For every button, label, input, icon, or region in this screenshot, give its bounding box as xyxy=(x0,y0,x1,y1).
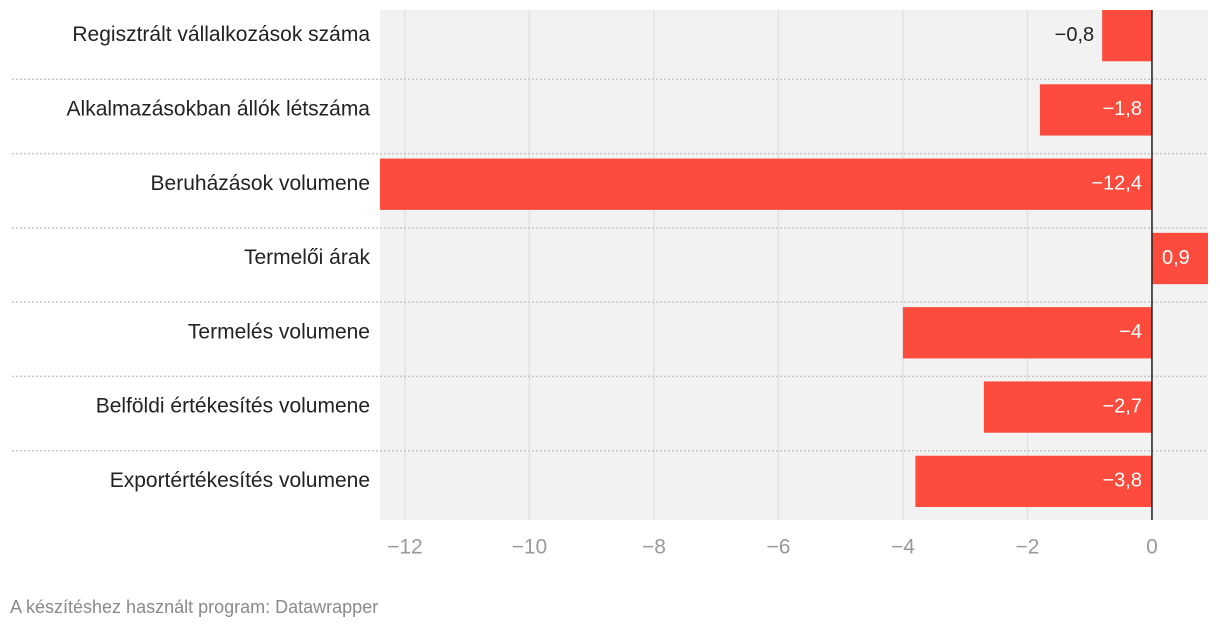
x-tick-label: −4 xyxy=(891,536,915,559)
value-label: −2,7 xyxy=(1102,395,1141,417)
bar xyxy=(1102,10,1152,62)
category-label: Regisztrált vállalkozások száma xyxy=(72,23,370,46)
x-tick-label: −12 xyxy=(387,536,423,559)
x-tick-label: −8 xyxy=(642,536,666,559)
bar xyxy=(380,158,1152,210)
value-label: −1,8 xyxy=(1102,98,1141,120)
bar xyxy=(983,381,1152,433)
bar xyxy=(902,307,1152,359)
x-tick-label: −2 xyxy=(1015,536,1039,559)
footer: A készítéshez használt program: Datawrap… xyxy=(10,597,378,617)
bar xyxy=(1039,84,1152,136)
category-label: Termelői árak xyxy=(244,246,371,269)
value-label: −3,8 xyxy=(1102,470,1141,492)
category-label: Exportértékesítés volumene xyxy=(110,469,370,492)
value-label: −4 xyxy=(1119,321,1142,343)
x-tick-label: 0 xyxy=(1146,536,1158,559)
bar xyxy=(1151,232,1208,285)
bar xyxy=(915,455,1152,507)
category-label: Termelés volumene xyxy=(188,320,370,343)
category-label: Alkalmazásokban állók létszáma xyxy=(67,97,371,120)
category-label: Belföldi értékesítés volumene xyxy=(96,395,370,418)
marks xyxy=(380,10,1208,507)
x-tick-label: −10 xyxy=(512,536,548,559)
category-label: Beruházások volumene xyxy=(151,172,370,195)
grid xyxy=(12,10,1208,520)
x-tick-label: −6 xyxy=(766,536,790,559)
value-label: 0,9 xyxy=(1162,247,1190,269)
value-label: −0,8 xyxy=(1055,24,1094,46)
value-label: −12,4 xyxy=(1091,172,1142,194)
